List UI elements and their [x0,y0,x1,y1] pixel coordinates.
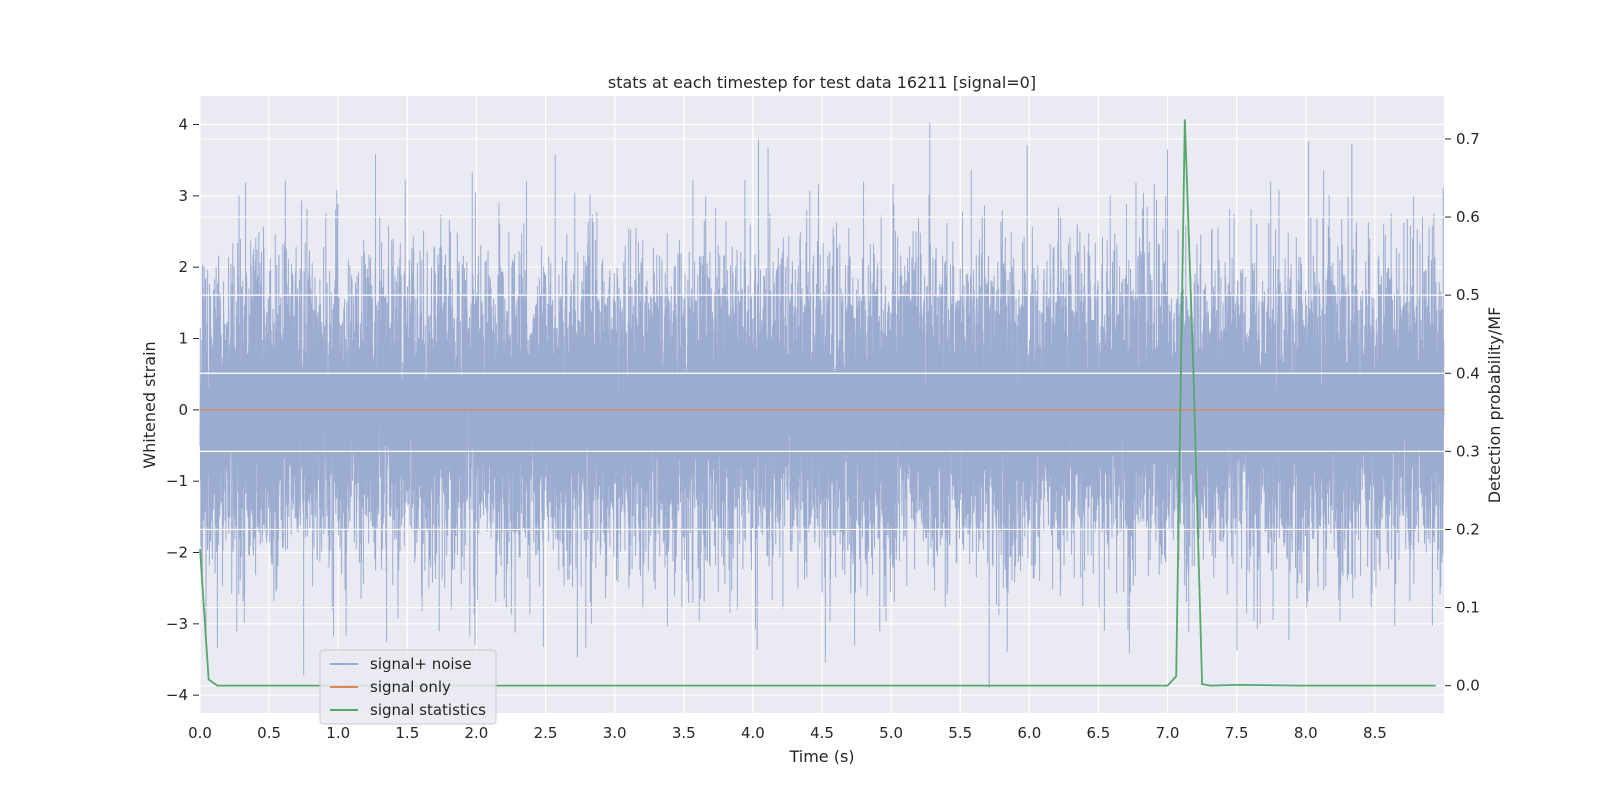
legend-box [319,649,497,725]
y2-tick-label: 0.0 [1456,677,1480,695]
x-tick-label: 4.0 [741,724,765,742]
y-tick-label: −4 [166,686,188,704]
y2-tick-label: 0.2 [1456,520,1480,538]
y-tick-label: 3 [178,187,188,205]
y-tick-label: 1 [178,330,188,348]
x-tick-label: 3.5 [672,724,696,742]
chart-title: stats at each timestep for test data 162… [608,73,1036,92]
y2-axis-label: Detection probability/MF [1485,307,1504,504]
series-lines [199,119,1444,687]
legend-label-signal-statistics: signal statistics [370,701,486,719]
x-axis-label: Time (s) [788,747,854,766]
signal-statistics-line [199,119,1436,687]
x-tick-label: 7.0 [1156,724,1180,742]
x-tick-label: 0.0 [188,724,212,742]
y-axis-label: Whitened strain [140,341,159,468]
tick-labels: 0.0 0.5 1.0 1.5 2.0 2.5 3.0 3.5 4.0 4.5 5.0 5.5 6.0 6… [166,116,1480,742]
x-tick-label: 8.0 [1294,724,1318,742]
series-signal-plus-noise [199,123,1445,689]
x-tick-label: 1.0 [326,724,350,742]
y-tick-label: 0 [178,401,188,419]
y2-tick-label: 0.4 [1456,364,1480,382]
y2-tick-label: 0.5 [1456,286,1480,304]
legend: signal+ noise signal only signal statist… [319,649,497,725]
y2-tick-label: 0.3 [1456,442,1480,460]
x-tick-label: 0.5 [257,724,281,742]
x-tick-label: 6.5 [1087,724,1111,742]
y2-tick-label: 0.6 [1456,208,1480,226]
y-tick-label: −1 [166,472,188,490]
x-tick-label: 8.5 [1363,724,1387,742]
x-tick-label: 5.0 [879,724,903,742]
x-tick-label: 5.5 [948,724,972,742]
x-tick-label: 1.5 [395,724,419,742]
legend-label-signal-only: signal only [370,678,451,696]
x-tick-label: 7.5 [1225,724,1249,742]
signal-plus-noise-line [199,123,1445,689]
x-tick-label: 2.0 [465,724,489,742]
x-tick-label: 6.0 [1017,724,1041,742]
y2-tick-label: 0.7 [1456,130,1480,148]
y-tick-label: 4 [178,116,188,134]
x-tick-label: 4.5 [810,724,834,742]
y2-tick-label: 0.1 [1456,599,1480,617]
y-tick-label: 2 [178,258,188,276]
legend-label-signal-plus-noise: signal+ noise [370,655,472,673]
y-tick-label: −2 [166,544,188,562]
y-tick-label: −3 [166,615,188,633]
x-tick-label: 2.5 [534,724,558,742]
x-tick-label: 3.0 [603,724,627,742]
